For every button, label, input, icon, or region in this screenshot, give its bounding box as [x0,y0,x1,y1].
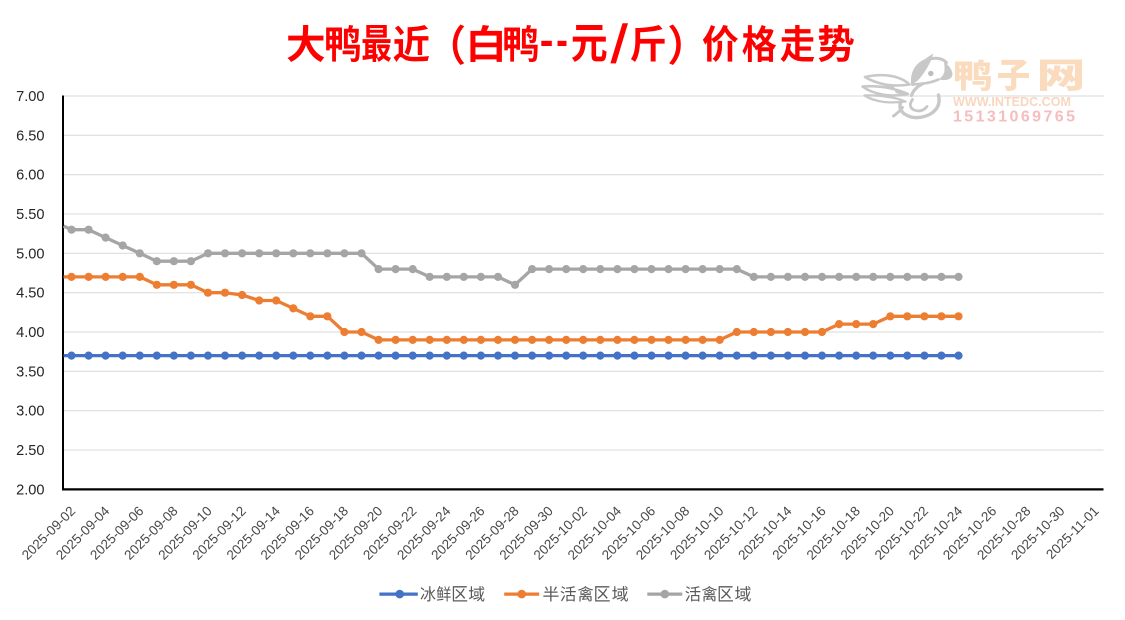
svg-text:15131069765: 15131069765 [953,109,1075,126]
svg-text:2.00: 2.00 [16,482,44,498]
svg-text:4.50: 4.50 [16,286,44,302]
svg-text:7.00: 7.00 [16,89,44,105]
svg-text:6.50: 6.50 [16,128,44,144]
svg-text:2.50: 2.50 [16,443,44,459]
svg-text:5.00: 5.00 [16,246,44,262]
svg-text:6.00: 6.00 [16,168,44,184]
svg-text:WWW.INTEDC.COM: WWW.INTEDC.COM [953,94,1071,109]
svg-text:3.00: 3.00 [16,404,44,420]
svg-text:4.00: 4.00 [16,325,44,341]
svg-text:5.50: 5.50 [16,207,44,223]
svg-text:3.50: 3.50 [16,364,44,380]
